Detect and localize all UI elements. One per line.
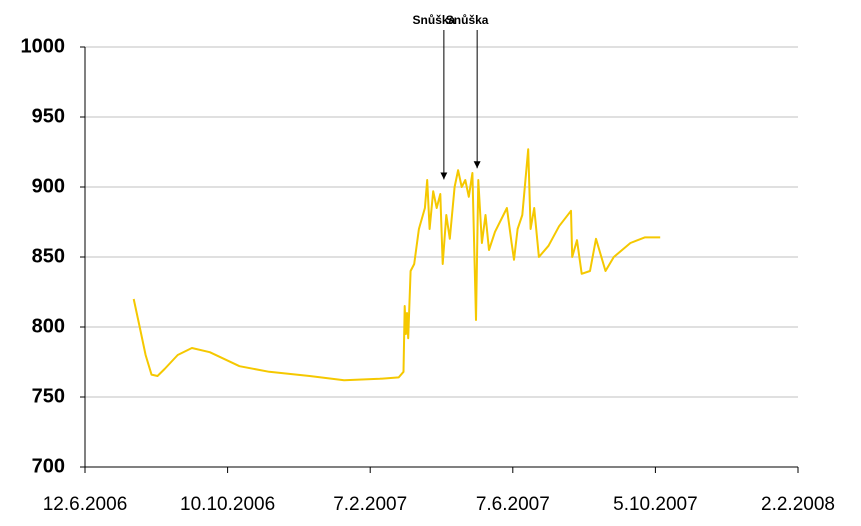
y-tick-label: 700: [32, 455, 65, 477]
x-tick-label: 12.6.2006: [43, 494, 128, 515]
x-tick-label: 7.2.2007: [333, 494, 407, 515]
y-tick-label: 1000: [21, 35, 66, 57]
data-line: [132, 148, 661, 382]
y-tick-label: 800: [32, 315, 65, 337]
x-tick-label: 10.10.2006: [180, 494, 275, 515]
x-tick-label: 2.2.2008: [761, 494, 835, 515]
y-tick-label: 950: [32, 105, 65, 127]
x-tick-label: 7.6.2007: [476, 494, 550, 515]
y-tick-label: 750: [32, 385, 65, 407]
y-tick-label: 850: [32, 245, 65, 267]
y-tick-label: 900: [32, 175, 65, 197]
annotation-text: Snůška: [446, 13, 489, 27]
annotation-text: Snůška: [413, 13, 456, 27]
x-tick-label: 5.10.2007: [613, 494, 698, 515]
